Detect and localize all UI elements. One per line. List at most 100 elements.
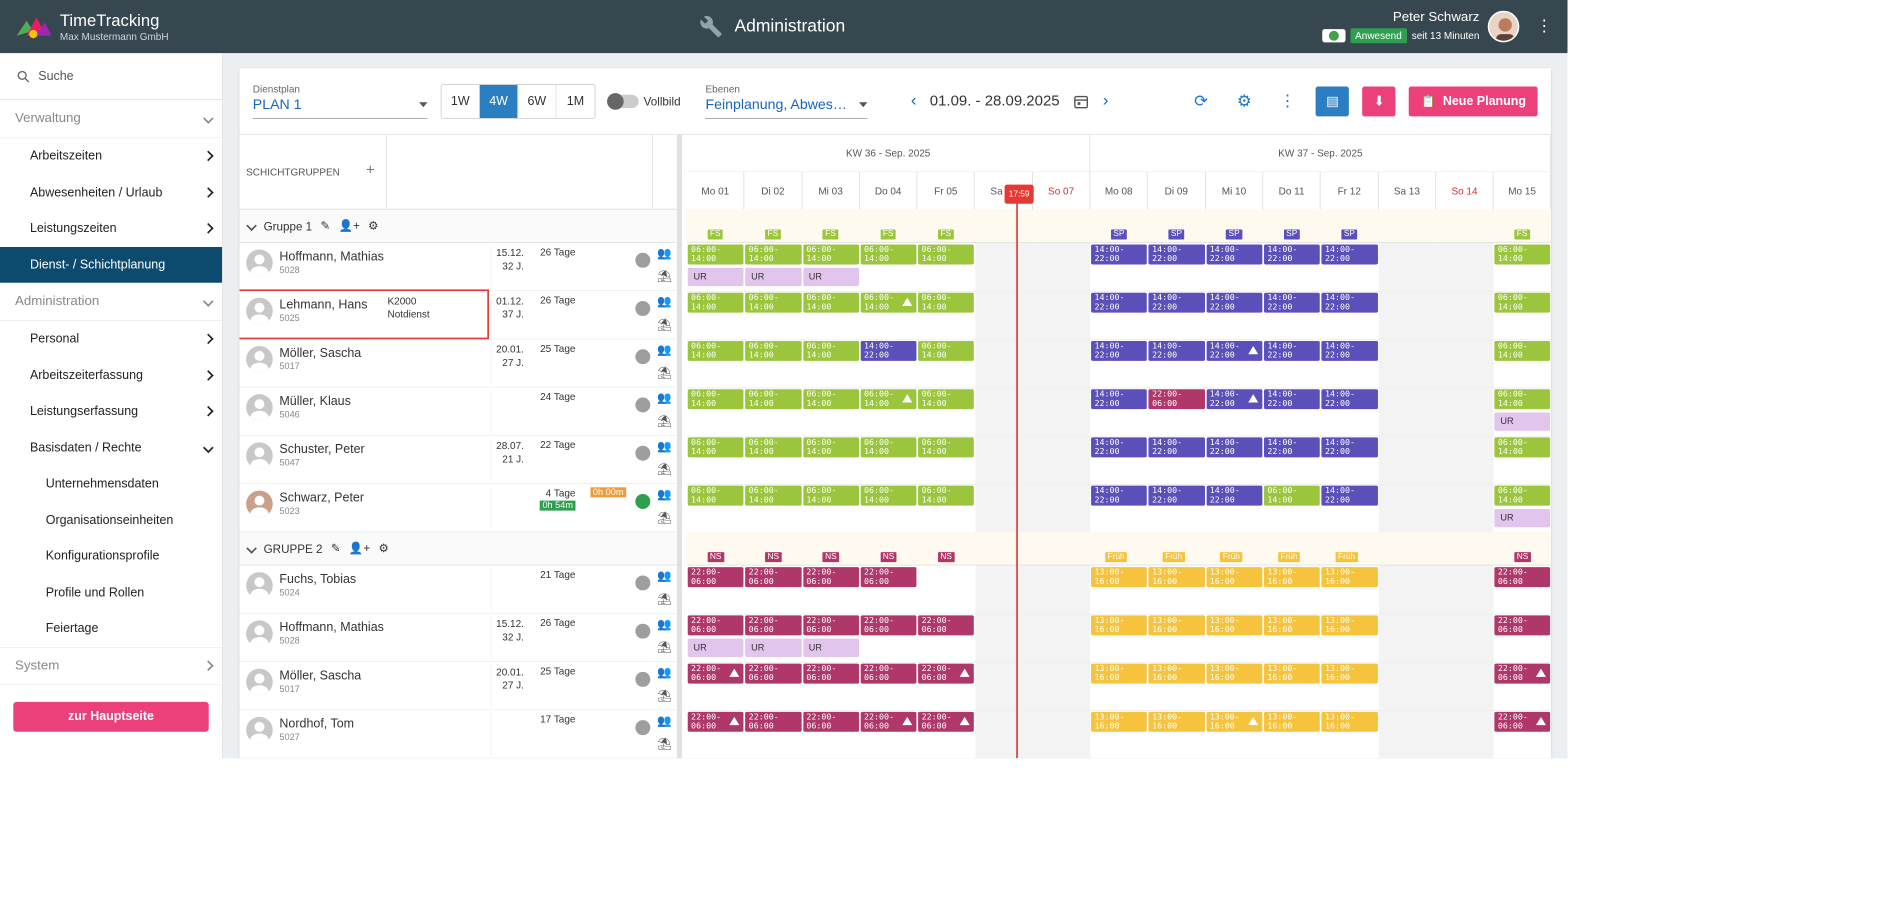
shift-block[interactable]: 06:00- 14:00 [745, 485, 802, 506]
shift-block[interactable]: 14:00- 22:00 [1264, 389, 1320, 410]
shift-block[interactable]: 06:00- 14:00 [860, 485, 917, 506]
absence-block[interactable]: UR [745, 267, 802, 287]
employee-row[interactable]: Möller, Sascha 5017 20.01. 27 J. 25 Tage 👥 ⛱ [239, 339, 677, 388]
shift-block[interactable]: 14:00- 22:00 [860, 340, 917, 361]
shift-block[interactable]: 06:00- 14:00 [745, 340, 802, 361]
person-plan-icon[interactable]: 👥 [656, 665, 672, 679]
shift-block[interactable]: 06:00- 14:00 [860, 292, 917, 313]
refresh-icon[interactable]: ⟳ [1194, 92, 1209, 111]
vacation-umbrella-icon[interactable]: ⛱ [656, 365, 672, 380]
group-row[interactable]: GRUPPE 2 ✎ 👤+ ⚙ [239, 532, 677, 566]
shift-block[interactable]: 06:00- 14:00 [918, 389, 975, 410]
prev-arrow-icon[interactable]: ‹ [910, 91, 917, 110]
group-row[interactable]: Gruppe 1 ✎ 👤+ ⚙ [239, 209, 677, 243]
shift-block[interactable]: 13:00- 16:00 [1206, 711, 1263, 732]
shift-block[interactable]: 14:00- 22:00 [1206, 437, 1263, 458]
chevron-down-icon[interactable] [246, 543, 257, 554]
employee-row[interactable]: Hoffmann, Mathias 5028 15.12. 32 J. 26 Tage 👥… [239, 243, 677, 292]
chevron-down-icon[interactable] [246, 220, 257, 232]
shift-block[interactable]: 06:00- 14:00 [1494, 437, 1551, 458]
shift-block[interactable]: 06:00- 14:00 [745, 437, 802, 458]
shift-block[interactable]: 22:00- 06:00 [687, 711, 744, 732]
nav-sub-konfigurationsprofile[interactable]: Konfigurationsprofile [45, 549, 160, 564]
employee-cell[interactable]: Schuster, Peter 5047 [246, 442, 365, 470]
nav-item-arbeitszeiterfassung[interactable]: Arbeitszeiterfassung [0, 357, 222, 393]
vacation-umbrella-icon[interactable]: ⛱ [656, 317, 672, 331]
vacation-umbrella-icon[interactable]: ⛱ [656, 592, 672, 606]
nav-sub-profile-rollen[interactable]: Profile und Rollen [45, 585, 145, 600]
nav-item-basisdaten[interactable]: Basisdaten / Rechte [0, 430, 222, 466]
shift-block[interactable]: 06:00- 14:00 [860, 244, 917, 265]
edit-pencil-icon[interactable]: ✎ [330, 541, 341, 555]
user-avatar[interactable] [1487, 10, 1520, 43]
shift-block[interactable]: 22:00- 06:00 [1494, 711, 1551, 732]
next-arrow-icon[interactable]: › [1102, 91, 1109, 110]
settings-gear-icon[interactable]: ⚙ [1236, 92, 1252, 111]
shift-block[interactable]: 14:00- 22:00 [1206, 292, 1263, 313]
shift-block[interactable]: 06:00- 14:00 [1264, 485, 1320, 506]
nav-item-leistungszeiten[interactable]: Leistungszeiten [0, 210, 222, 246]
shift-block[interactable]: 22:00- 06:00 [687, 567, 744, 588]
edit-pencil-icon[interactable]: ✎ [320, 218, 331, 233]
nav-item-arbeitszeiten[interactable]: Arbeitszeiten [0, 138, 222, 174]
employee-cell[interactable]: Fuchs, Tobias 5024 [246, 572, 356, 599]
shift-block[interactable]: 22:00- 06:00 [918, 663, 975, 684]
shift-block[interactable]: 14:00- 22:00 [1264, 292, 1320, 313]
shift-block[interactable]: 06:00- 14:00 [687, 244, 744, 265]
shift-block[interactable]: 13:00- 16:00 [1148, 711, 1205, 732]
employee-cell[interactable]: Hoffmann, Mathias 5028 [246, 249, 384, 277]
shift-block[interactable]: 14:00- 22:00 [1264, 340, 1320, 361]
shift-block[interactable]: 06:00- 14:00 [918, 244, 975, 265]
shift-block[interactable]: 14:00- 22:00 [1091, 485, 1148, 506]
shift-block[interactable]: 14:00- 22:00 [1148, 437, 1205, 458]
vacation-umbrella-icon[interactable]: ⛱ [656, 688, 672, 702]
shift-block[interactable]: 06:00- 14:00 [918, 437, 975, 458]
shift-block[interactable]: 13:00- 16:00 [1264, 615, 1320, 636]
shift-block[interactable]: 13:00- 16:00 [1264, 567, 1320, 588]
shift-block[interactable]: 06:00- 14:00 [918, 485, 975, 506]
shift-block[interactable]: 22:00- 06:00 [745, 615, 802, 636]
shift-block[interactable]: 06:00- 14:00 [802, 244, 859, 265]
shift-block[interactable]: 14:00- 22:00 [1321, 485, 1378, 506]
shift-block[interactable]: 14:00- 22:00 [1206, 485, 1263, 506]
person-plan-icon[interactable]: 👥 [656, 713, 672, 727]
shift-block[interactable]: 06:00- 14:00 [687, 437, 744, 458]
employee-row[interactable]: Schuster, Peter 5047 28.07. 21 J. 22 Tage 👥 ⛱ [239, 436, 677, 484]
shift-block[interactable]: 14:00- 22:00 [1148, 340, 1205, 361]
shift-block[interactable]: 06:00- 14:00 [687, 292, 744, 313]
shift-block[interactable]: 14:00- 22:00 [1321, 292, 1378, 313]
employee-row[interactable]: Nordhof, Tom 5027 17 Tage 👥 ⛱ [239, 710, 677, 759]
shift-block[interactable]: 22:00- 06:00 [687, 615, 744, 636]
shift-block[interactable]: 14:00- 22:00 [1148, 485, 1205, 506]
shift-block[interactable]: 22:00- 06:00 [745, 663, 802, 684]
shift-block[interactable]: 22:00- 06:00 [802, 663, 859, 684]
nav-sub-unternehmensdaten[interactable]: Unternehmensdaten [45, 476, 159, 491]
range-1m[interactable]: 1M [566, 93, 585, 109]
absence-block[interactable]: UR [687, 267, 744, 287]
nav-item-schichtplanung[interactable]: Dienst- / Schichtplanung [0, 246, 223, 283]
shift-block[interactable]: 06:00- 14:00 [802, 389, 859, 410]
shift-block[interactable]: 14:00- 22:00 [1091, 292, 1148, 313]
shift-block[interactable]: 06:00- 14:00 [1494, 244, 1551, 265]
shift-block[interactable]: 13:00- 16:00 [1264, 663, 1320, 684]
range-4w[interactable]: 4W [479, 84, 519, 118]
person-plan-icon[interactable]: 👥 [656, 294, 672, 308]
shift-block[interactable]: 13:00- 16:00 [1321, 567, 1378, 588]
shift-block[interactable]: 22:00- 06:00 [802, 711, 859, 732]
vacation-umbrella-icon[interactable]: ⛱ [656, 414, 672, 428]
group-settings-icon[interactable]: ⚙ [368, 218, 379, 233]
add-person-icon[interactable]: 👤+ [338, 218, 360, 233]
shift-block[interactable]: 06:00- 14:00 [1494, 340, 1551, 361]
shift-block[interactable]: 22:00- 06:00 [918, 711, 975, 732]
person-plan-icon[interactable]: 👥 [656, 439, 672, 453]
shift-block[interactable]: 22:00- 06:00 [1494, 567, 1551, 588]
employee-row[interactable]: Müller, Klaus 5046 24 Tage 👥 ⛱ [239, 388, 677, 436]
vacation-umbrella-icon[interactable]: ⛱ [656, 736, 672, 751]
nav-section-system[interactable]: System [0, 646, 223, 685]
group-settings-icon[interactable]: ⚙ [378, 541, 389, 555]
shift-block[interactable]: 14:00- 22:00 [1264, 244, 1320, 265]
home-button[interactable]: zur Hauptseite [13, 701, 209, 732]
nav-section-verwaltung[interactable]: Verwaltung [0, 100, 223, 139]
person-plan-icon[interactable]: 👥 [656, 617, 672, 631]
new-plan-button[interactable]: 📋 Neue Planung [1408, 86, 1538, 117]
